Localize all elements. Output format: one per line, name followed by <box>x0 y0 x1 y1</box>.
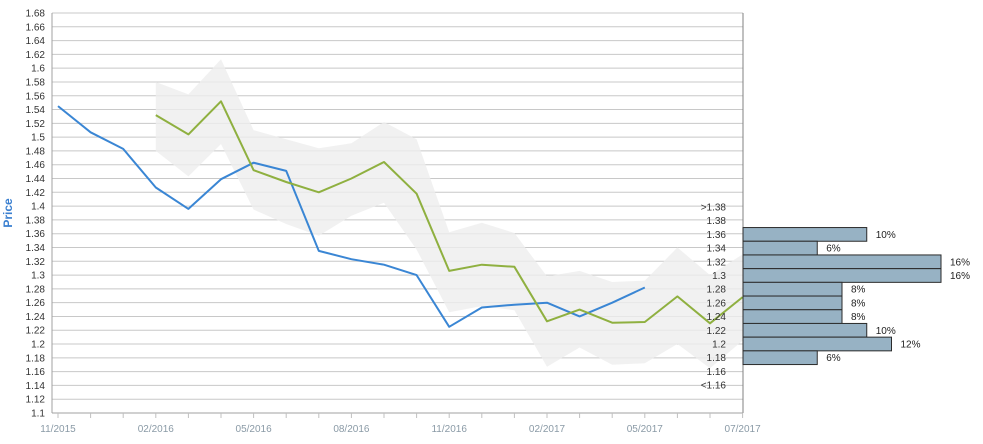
distribution-bar-label: 8% <box>851 312 866 323</box>
y-tick-label: 1.16 <box>26 367 46 378</box>
series-line-2 <box>155 100 744 325</box>
distribution-bin-label: 1.32 <box>707 257 727 268</box>
distribution-bar <box>742 350 818 366</box>
y-tick-label: 1.38 <box>26 215 46 226</box>
distribution-bar <box>742 336 892 352</box>
y-tick-label: 1.32 <box>26 257 46 268</box>
y-tick-label: 1.1 <box>31 409 45 420</box>
distribution-bar-label: 8% <box>851 285 866 296</box>
y-tick-label: 1.3 <box>31 271 45 282</box>
distribution-bar <box>742 227 868 242</box>
y-tick-label: 1.2 <box>31 340 45 351</box>
distribution-bin-label: 1.22 <box>707 326 727 337</box>
x-tick-label: 02/2017 <box>529 424 566 435</box>
distribution-bar-label: 6% <box>826 244 841 255</box>
axes: 1.1 1.12 1.14 1.16 1.18 1.2 1.22 1.24 1.26 1.28 1.… <box>26 9 762 436</box>
distribution-bin-label: 1.26 <box>707 298 727 309</box>
distribution-bar <box>742 322 868 338</box>
x-tick-label: 02/2016 <box>138 424 175 435</box>
y-tick-label: 1.6 <box>31 64 45 75</box>
x-tick-label: 11/2015 <box>40 424 76 435</box>
distribution-bin-label: 1.24 <box>707 312 727 323</box>
distribution-bin-label: 1.28 <box>707 285 727 296</box>
distribution-bin-label: 1.38 <box>707 216 727 227</box>
distribution-bar-label: 12% <box>901 340 921 351</box>
forecast-band-area <box>155 59 743 369</box>
distribution-bin-label: 1.36 <box>707 230 727 241</box>
distribution-bar-label: 8% <box>851 298 866 309</box>
y-tick-label: 1.64 <box>26 36 46 47</box>
distribution-bar <box>742 268 942 283</box>
y-tick-label: 1.46 <box>26 160 46 171</box>
series-lines <box>57 100 744 328</box>
y-tick-label: 1.52 <box>26 119 46 130</box>
y-tick-label: 1.28 <box>26 284 46 295</box>
y-tick-label: 1.4 <box>31 202 45 213</box>
y-tick-label: 1.44 <box>26 174 46 185</box>
y-tick-label: 1.42 <box>26 188 46 199</box>
y-tick-label: 1.58 <box>26 77 46 88</box>
y-tick-label: 1.56 <box>26 91 46 102</box>
series-line-1 <box>57 105 646 328</box>
distribution-bar-label: 6% <box>826 353 841 364</box>
distribution-bin-label: 1.2 <box>712 340 726 351</box>
distribution-bar <box>742 254 942 270</box>
distribution-bin-label: 1.34 <box>707 244 727 255</box>
y-tick-label: 1.24 <box>26 312 46 323</box>
y-tick-label: 1.26 <box>26 298 46 309</box>
y-tick-label: 1.66 <box>26 22 46 33</box>
y-tick-label: 1.14 <box>26 381 46 392</box>
y-axis-label: Price <box>1 198 15 228</box>
y-tick-label: 1.22 <box>26 326 46 337</box>
distribution-bin-label: 1.3 <box>712 271 726 282</box>
distribution-bar <box>742 295 843 311</box>
distribution-bar-label: 10% <box>876 326 896 337</box>
distribution-bin-label: >1.38 <box>701 203 727 214</box>
x-tick-label: 08/2016 <box>333 424 370 435</box>
x-tick-label: 05/2016 <box>236 424 273 435</box>
x-tick-label: 07/2017 <box>725 424 762 435</box>
distribution-bar-label: 16% <box>950 257 970 268</box>
y-tick-label: 1.18 <box>26 353 46 364</box>
y-tick-label: 1.62 <box>26 50 46 61</box>
distribution-bin-label: 1.18 <box>707 353 727 364</box>
y-tick-label: 1.54 <box>26 105 46 116</box>
y-tick-label: 1.12 <box>26 395 46 406</box>
x-tick-label: 05/2017 <box>627 424 664 435</box>
distribution-bar-label: 16% <box>950 271 970 282</box>
y-tick-label: 1.48 <box>26 146 46 157</box>
distribution-bar <box>742 240 818 256</box>
y-tick-label: 1.34 <box>26 243 46 254</box>
y-tick-label: 1.36 <box>26 229 46 240</box>
x-tick-label: 11/2016 <box>431 424 467 435</box>
y-tick-label: 1.68 <box>26 9 46 20</box>
y-tick-label: 1.5 <box>31 133 45 144</box>
distribution-bin-label: 1.16 <box>707 367 727 378</box>
distribution-bar <box>742 309 843 324</box>
distribution-bar-label: 10% <box>876 230 896 241</box>
distribution-bar <box>742 281 843 297</box>
forecast-band <box>155 59 743 369</box>
distribution-histogram: >1.38 1.38 1.36 10% 1.34 6% 1.32 16% 1.3 16% 1.28 8… <box>701 203 970 392</box>
distribution-bin-label: <1.16 <box>701 381 727 392</box>
